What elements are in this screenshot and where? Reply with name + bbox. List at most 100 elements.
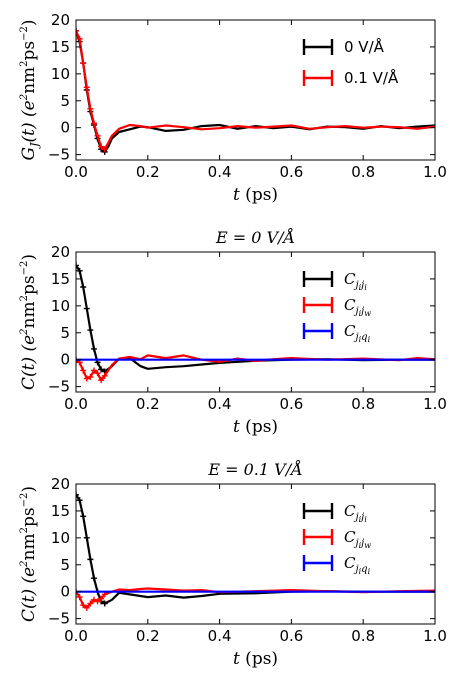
panel-2: 0.0 0.2 0.4 0.6 0.8 1.0 −5 0 5 10 15 20 t (ps) C(t) (… — [19, 227, 447, 437]
series-2 — [76, 27, 435, 153]
x-tick-label: 1.0 — [423, 395, 447, 413]
x-tick-label: 0.0 — [64, 627, 88, 645]
y-tick-label: 15 — [51, 38, 70, 56]
x-tick-label: 0.6 — [279, 395, 303, 413]
legend-marker — [302, 297, 334, 313]
axes-frame — [75, 483, 436, 625]
y-tick-label: 5 — [60, 556, 70, 574]
data-point — [83, 604, 90, 611]
data-point — [83, 375, 90, 382]
data-point — [76, 35, 83, 42]
data-point — [87, 600, 94, 607]
x-tick-label: 0.4 — [208, 163, 232, 181]
x-tick-label: 0.4 — [208, 627, 232, 645]
data-point — [80, 367, 87, 374]
data-point — [87, 556, 94, 563]
y-tick-label: 15 — [51, 270, 70, 288]
x-tick-label: 1.0 — [423, 163, 447, 181]
y-tick-label: 20 — [51, 243, 70, 261]
data-point — [76, 267, 83, 274]
data-point — [76, 262, 79, 269]
legend-label: Cjijw — [344, 528, 371, 550]
data-point — [80, 60, 87, 67]
data-point — [80, 513, 87, 520]
data-point — [98, 143, 105, 150]
y-tick-label: 15 — [51, 502, 70, 520]
y-tick-label: 5 — [60, 92, 70, 110]
legend-label: Cjiji — [344, 270, 367, 292]
y-tick-label: 10 — [51, 529, 70, 547]
y-tick-label: −5 — [48, 610, 70, 628]
y-tick-label: −5 — [48, 146, 70, 164]
legend-marker — [302, 271, 334, 287]
y-tick-label: 10 — [51, 65, 70, 83]
legend-marker — [302, 70, 334, 86]
y-axis-label: GJ(t) (e2nm2ps−2) — [19, 19, 41, 160]
legend: Cjiji Cjijw Cjiqi — [302, 502, 371, 576]
x-tick-label: 0.8 — [351, 395, 375, 413]
data-point — [87, 327, 94, 334]
legend-marker — [302, 39, 334, 55]
x-tick-label: 0.0 — [64, 395, 88, 413]
data-point — [90, 596, 97, 603]
panel-1: 0.0 0.2 0.4 0.6 0.8 1.0 −5 0 5 10 15 20 t (ps) GJ(t) … — [19, 11, 447, 205]
y-tick-label: −5 — [48, 378, 70, 396]
data-point — [90, 575, 97, 582]
x-tick-label: 0.6 — [279, 163, 303, 181]
data-point — [98, 377, 105, 384]
y-axis-label: C(t) (e2nm2ps−2) — [19, 254, 39, 390]
legend-label: Cjijw — [344, 296, 371, 318]
data-point — [98, 366, 105, 373]
axes-frame — [75, 251, 436, 393]
data-point — [90, 345, 97, 352]
panel-title: E = 0.1 V/Å — [207, 459, 302, 479]
data-point — [80, 602, 87, 609]
data-point — [90, 120, 97, 127]
data-point — [76, 497, 83, 504]
data-point — [80, 284, 87, 290]
data-point — [83, 84, 90, 91]
series-2 — [76, 587, 435, 611]
panel-title: E = 0 V/Å — [215, 227, 295, 247]
legend-marker — [302, 529, 334, 545]
data-point — [90, 367, 97, 374]
data-point — [101, 146, 108, 153]
legend-marker — [302, 323, 334, 339]
data-point — [76, 491, 79, 498]
data-point — [94, 132, 101, 139]
legend-marker — [302, 555, 334, 571]
data-point — [98, 595, 105, 602]
y-tick-label: 0 — [60, 351, 70, 369]
y-tick-label: 0 — [60, 119, 70, 137]
y-axis-label: C(t) (e2nm2ps−2) — [19, 486, 39, 622]
legend-label: Cjiqi — [344, 554, 371, 576]
x-tick-label: 0.2 — [136, 163, 160, 181]
x-tick-label: 0.4 — [208, 395, 232, 413]
legend-label: Cjiqi — [344, 322, 371, 344]
x-tick-label: 0.8 — [351, 627, 375, 645]
x-tick-label: 0.0 — [64, 163, 88, 181]
panel-3: 0.0 0.2 0.4 0.6 0.8 1.0 −5 0 5 10 15 20 t (ps) C(t) (… — [19, 459, 447, 669]
data-point — [94, 370, 101, 377]
x-axis-label: t (ps) — [233, 185, 278, 205]
x-tick-label: 0.8 — [351, 163, 375, 181]
data-point — [83, 534, 90, 541]
data-point — [101, 600, 108, 607]
legend-label: 0 V/Å — [344, 37, 385, 56]
data-point — [83, 305, 90, 312]
legend: Cjiji Cjijw Cjiqi — [302, 270, 371, 344]
y-tick-label: 5 — [60, 324, 70, 342]
data-point — [94, 598, 101, 605]
y-tick-label: 10 — [51, 297, 70, 315]
x-axis-label: t (ps) — [233, 649, 278, 669]
y-tick-label: 0 — [60, 583, 70, 601]
data-point — [87, 105, 94, 112]
data-point — [87, 373, 94, 380]
x-tick-label: 1.0 — [423, 627, 447, 645]
x-tick-label: 0.2 — [136, 395, 160, 413]
legend: 0 V/Å 0.1 V/Å — [302, 37, 399, 87]
series-line — [76, 264, 435, 373]
x-tick-label: 0.2 — [136, 627, 160, 645]
axes-frame — [75, 19, 436, 161]
